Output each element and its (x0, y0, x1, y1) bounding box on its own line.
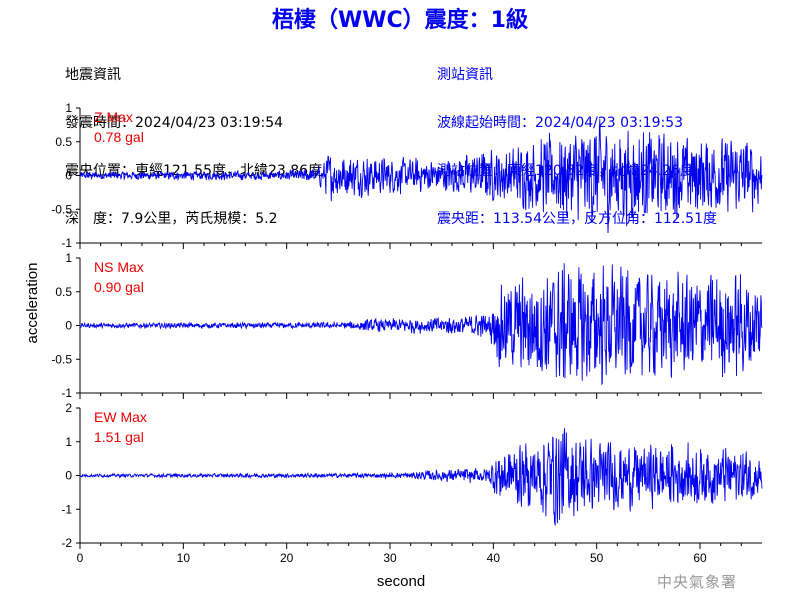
x-tick-label: 50 (590, 551, 604, 565)
quake-info-heading: 地震資訊 (65, 67, 121, 83)
y-tick-label: -0.5 (51, 352, 72, 366)
distance-azimuth: 震央距：113.54公里，反方位角：112.51度 (437, 211, 717, 227)
y-tick-label: -1 (61, 236, 72, 250)
panel-name-label: NS Max (94, 259, 144, 275)
trace-line (79, 428, 763, 526)
x-tick-label: 40 (487, 551, 501, 565)
y-tick-label: 0 (65, 169, 72, 183)
panel-name-label: Z Max (94, 109, 133, 125)
y-tick-label: -0.5 (51, 202, 72, 216)
y-tick-label: 0 (65, 319, 72, 333)
credit-label: 中央氣象署 (657, 573, 738, 591)
depth-magnitude: 深 度：7.9公里，芮氏規模：5.2 (65, 211, 278, 227)
x-tick-label: 20 (280, 551, 294, 565)
y-tick-label: 1 (65, 251, 72, 265)
x-tick-label: 60 (693, 551, 707, 565)
panel-name-label: EW Max (94, 409, 147, 425)
y-tick-label: -1 (61, 386, 72, 400)
y-tick-label: 0 (65, 469, 72, 483)
x-tick-label: 0 (77, 551, 84, 565)
y-tick-label: -2 (61, 536, 72, 550)
panel-max-value: 0.90 gal (94, 279, 144, 295)
x-axis-label: second (377, 573, 425, 590)
trace-line (79, 119, 763, 234)
y-tick-label: 0.5 (55, 285, 72, 299)
x-tick-label: 30 (383, 551, 397, 565)
trace-line (79, 263, 763, 386)
y-tick-label: 0.5 (55, 135, 72, 149)
y-axis-label: acceleration (24, 263, 41, 344)
origin-time: 發震時間：2024/04/23 03:19:54 (65, 115, 284, 131)
y-tick-label: 1 (65, 101, 72, 115)
panel-max-value: 0.78 gal (94, 129, 144, 145)
y-tick-label: 2 (65, 401, 72, 415)
arrival-time: 波線起始時間：2024/04/23 03:19:53 (437, 115, 684, 131)
y-tick-label: 1 (65, 435, 72, 449)
x-tick-label: 10 (177, 551, 191, 565)
panel-max-value: 1.51 gal (94, 429, 144, 445)
station-info-heading: 測站資訊 (437, 67, 493, 83)
quake-info-block: 地震資訊 發震時間：2024/04/23 03:19:54 震央位置：東經121… (65, 35, 322, 243)
y-tick-label: -1 (61, 502, 72, 516)
page-title: 梧棲（WWC）震度：1級 (272, 8, 528, 33)
